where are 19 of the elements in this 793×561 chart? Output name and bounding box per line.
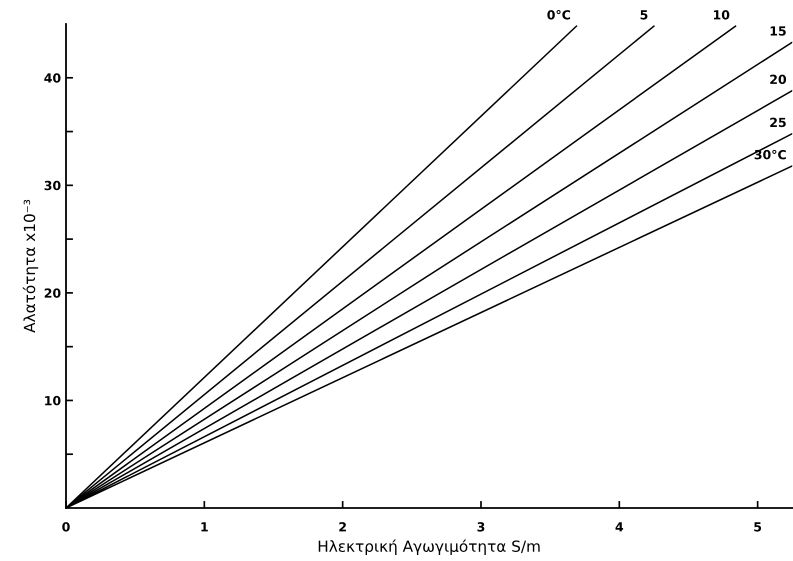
- x-tick-label: 5: [754, 522, 762, 532]
- x-tick-label: 2: [339, 522, 346, 532]
- y-axis-title: Αλατότητα x10⁻³: [22, 200, 38, 333]
- series-label: 20: [770, 74, 786, 84]
- x-tick-label: 3: [477, 522, 484, 532]
- y-tick-label: 30: [44, 180, 61, 190]
- x-axis-title: Ηλεκτρική Αγωγιμότητα S/m: [318, 540, 540, 555]
- x-tick-label: 1: [201, 522, 208, 532]
- series-label: 25: [770, 118, 786, 128]
- series-label: 30°C: [754, 150, 786, 160]
- series-label: 0°C: [547, 10, 570, 20]
- series-label: 15: [770, 26, 786, 36]
- series-label: 10: [714, 10, 730, 20]
- y-tick-label: 40: [44, 73, 61, 83]
- x-tick-label: 0: [62, 522, 70, 532]
- y-tick-label: 10: [45, 396, 61, 406]
- series-label: 5: [640, 10, 648, 20]
- y-tick-label: 20: [44, 288, 61, 298]
- x-tick-label: 4: [616, 522, 624, 532]
